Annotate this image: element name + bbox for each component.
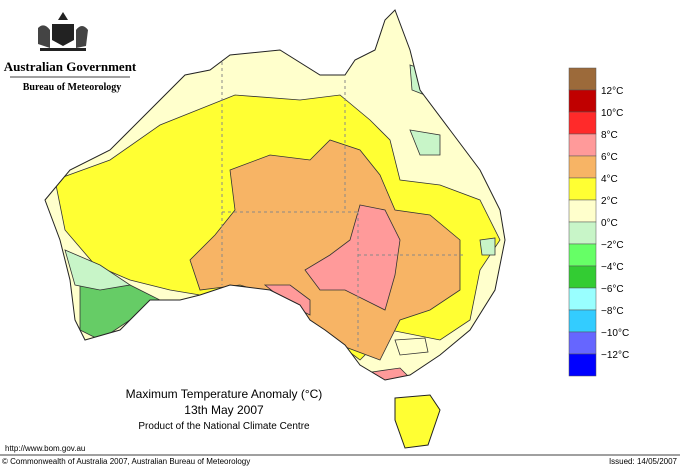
legend-label: −2°C bbox=[601, 240, 624, 251]
coastline bbox=[44, 9, 506, 381]
legend-swatch bbox=[568, 353, 597, 377]
legend-swatch bbox=[568, 287, 597, 311]
legend: 12°C 10°C 8°C 6°C 4°C 2°C 0°C −2°C −4°C −6°C −8°C −… bbox=[568, 67, 629, 377]
legend-swatch bbox=[568, 221, 597, 245]
legend-label: 10°C bbox=[601, 108, 623, 119]
copyright: © Commonwealth of Australia 2007, Austra… bbox=[2, 457, 250, 466]
tasmania bbox=[394, 394, 441, 449]
state-borders bbox=[221, 62, 465, 350]
map-title: Maximum Temperature Anomaly (°C) bbox=[126, 387, 323, 401]
legend-label: 6°C bbox=[601, 152, 618, 163]
url[interactable]: http://www.bom.gov.au bbox=[5, 444, 85, 453]
legend-swatch bbox=[568, 243, 597, 267]
product-note: Product of the National Climate Centre bbox=[138, 421, 310, 432]
legend-label: 4°C bbox=[601, 174, 618, 185]
legend-swatch bbox=[568, 67, 597, 91]
legend-label: −6°C bbox=[601, 284, 624, 295]
legend-label: −8°C bbox=[601, 306, 624, 317]
legend-label: −4°C bbox=[601, 262, 624, 273]
legend-swatch bbox=[568, 89, 597, 113]
legend-label: 0°C bbox=[601, 218, 618, 229]
legend-label: −12°C bbox=[601, 350, 629, 361]
legend-swatch bbox=[568, 133, 597, 157]
bureau-name: Bureau of Meteorology bbox=[23, 82, 122, 93]
legend-swatch bbox=[568, 309, 597, 333]
legend-label: 2°C bbox=[601, 196, 618, 207]
legend-swatch bbox=[568, 199, 597, 223]
legend-swatch bbox=[568, 331, 597, 355]
legend-swatch bbox=[568, 111, 597, 135]
map-date: 13th May 2007 bbox=[184, 403, 264, 417]
legend-label: 12°C bbox=[601, 86, 623, 97]
legend-label: −10°C bbox=[601, 328, 629, 339]
legend-label: 8°C bbox=[601, 130, 618, 141]
government-name: Australian Government bbox=[4, 59, 137, 74]
issued-date: Issued: 14/05/2007 bbox=[609, 457, 678, 466]
legend-swatch bbox=[568, 265, 597, 289]
legend-swatch bbox=[568, 177, 597, 201]
coat-of-arms bbox=[38, 12, 88, 51]
legend-swatch bbox=[568, 155, 597, 179]
